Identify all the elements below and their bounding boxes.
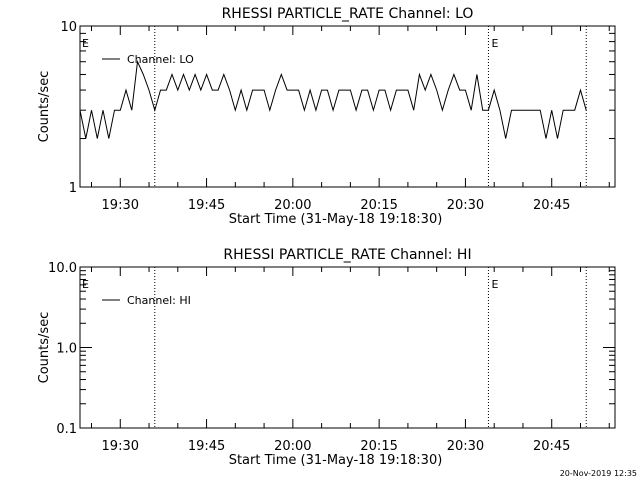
x-tick-label: 20:30	[447, 198, 484, 213]
x-tick-label: 19:45	[188, 439, 225, 454]
footer-timestamp: 20-Nov-2019 12:35	[560, 469, 637, 478]
y-axis-label: Counts/sec	[37, 71, 52, 143]
x-axis-label: Start Time (31-May-18 19:18:30)	[229, 212, 443, 227]
left-marker-label: E	[82, 37, 89, 50]
plot-frame	[79, 266, 616, 429]
chart-title: RHESSI PARTICLE_RATE Channel: LO	[222, 6, 474, 22]
x-tick-label: 20:15	[360, 439, 397, 454]
legend-entry: Channel: LO	[127, 53, 194, 66]
x-tick-label: 19:45	[188, 198, 225, 213]
y-tick-label: 0.1	[56, 422, 77, 437]
event-marker-label: E	[491, 37, 498, 50]
left-marker-label: E	[82, 278, 89, 291]
x-axis-label: Start Time (31-May-18 19:18:30)	[229, 453, 443, 468]
x-tick-label: 20:15	[360, 198, 397, 213]
chart-title: RHESSI PARTICLE_RATE Channel: HI	[223, 247, 471, 263]
x-tick-label: 20:45	[533, 439, 570, 454]
x-tick-label: 20:45	[533, 198, 570, 213]
legend-entry: Channel: HI	[127, 294, 191, 307]
lo-channel-panel: RHESSI PARTICLE_RATE Channel: LO Start Ti…	[37, 6, 616, 227]
series-line-lo	[79, 59, 587, 139]
y-tick-label: 10	[60, 20, 77, 35]
x-tick-label: 20:30	[447, 439, 484, 454]
hi-channel-panel: RHESSI PARTICLE_RATE Channel: HI Start Ti…	[37, 247, 616, 468]
y-tick-label: 1.0	[56, 342, 77, 357]
y-axis-label: Counts/sec	[37, 312, 52, 384]
y-tick-label: 1	[69, 181, 77, 196]
x-tick-label: 19:30	[102, 198, 139, 213]
x-tick-label: 20:00	[274, 439, 311, 454]
event-marker-label: E	[491, 278, 498, 291]
y-tick-label: 10.0	[48, 261, 77, 276]
plot-frame	[79, 25, 616, 188]
x-tick-label: 19:30	[102, 439, 139, 454]
x-tick-label: 20:00	[274, 198, 311, 213]
